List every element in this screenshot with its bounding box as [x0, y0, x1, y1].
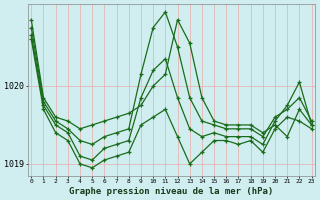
X-axis label: Graphe pression niveau de la mer (hPa): Graphe pression niveau de la mer (hPa) — [69, 187, 274, 196]
